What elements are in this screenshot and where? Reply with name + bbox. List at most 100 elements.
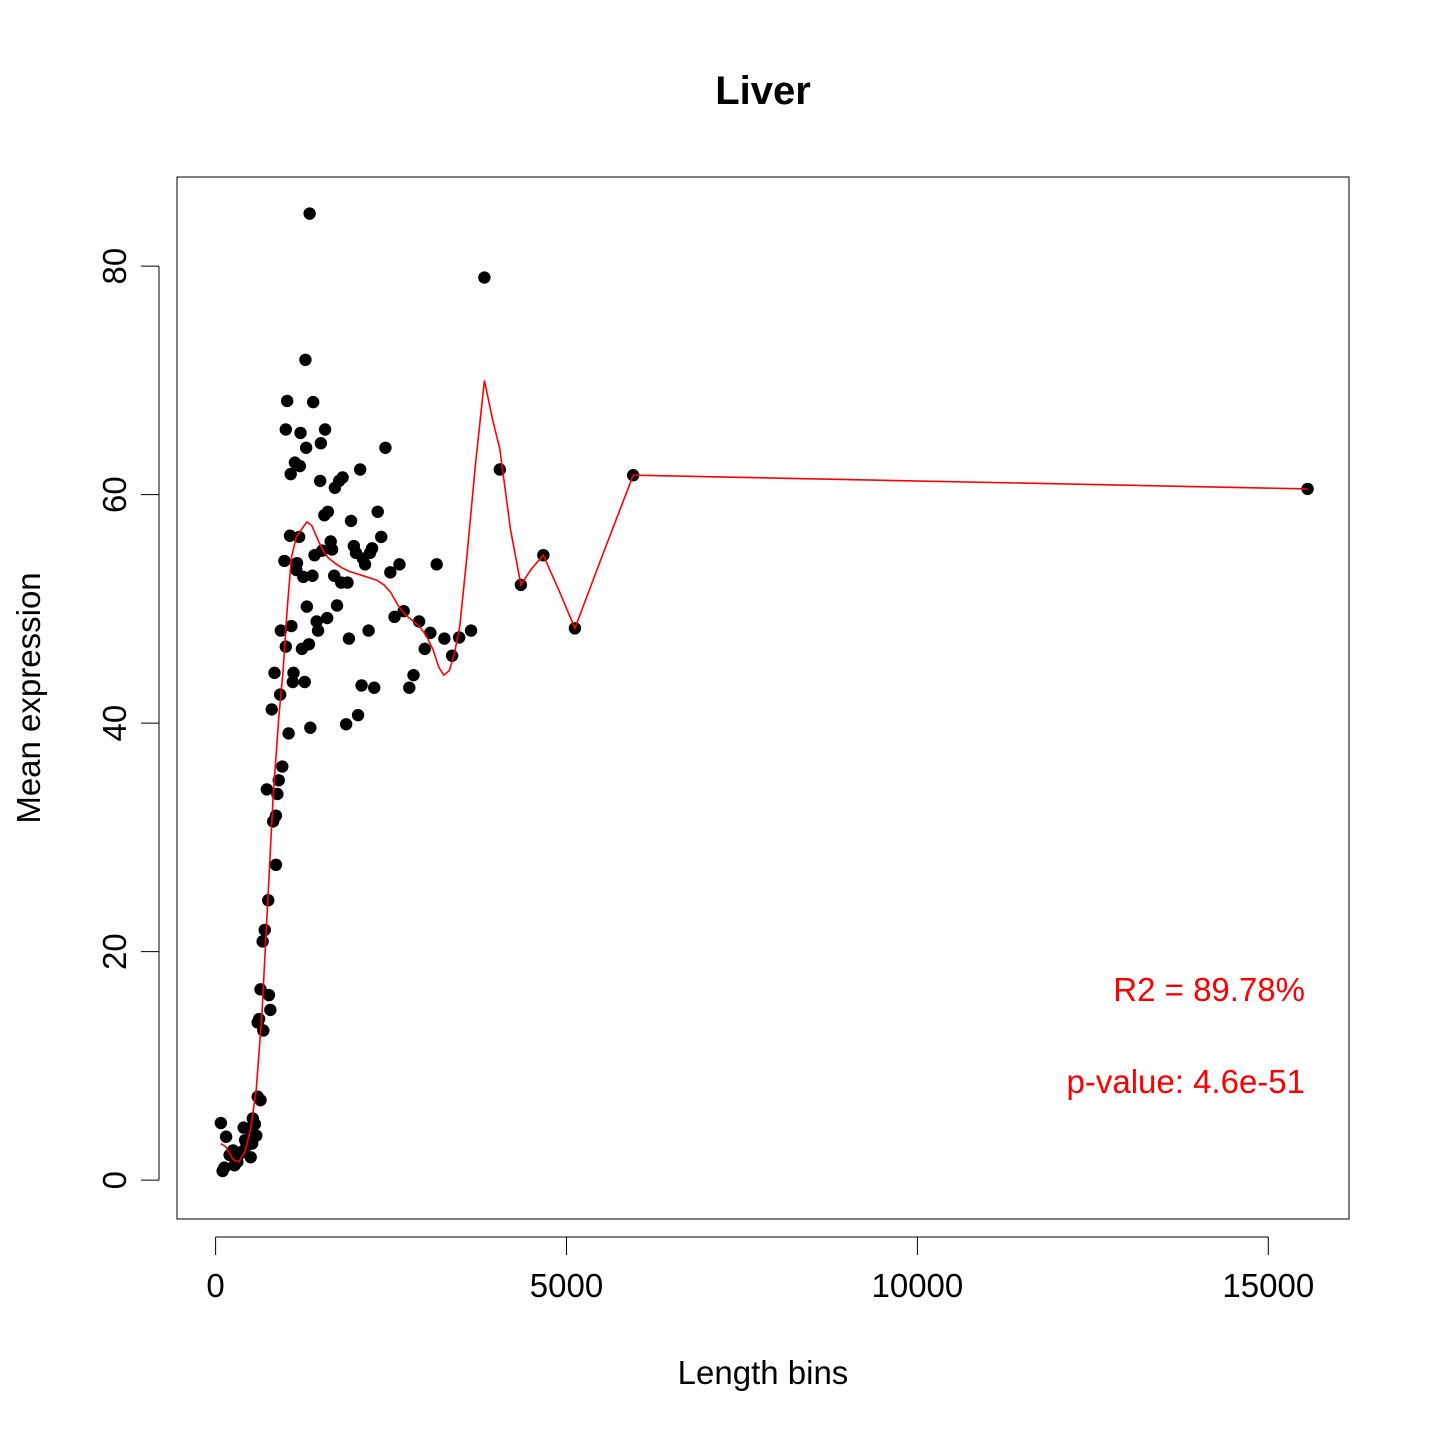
- data-point: [298, 675, 311, 689]
- data-point: [355, 679, 368, 692]
- data-point: [262, 988, 276, 1002]
- x-axis-label: Length bins: [678, 1354, 849, 1391]
- data-point: [368, 681, 381, 694]
- data-point: [313, 474, 327, 488]
- data-point: [353, 463, 367, 476]
- data-point: [452, 631, 466, 644]
- plot-frame: [176, 176, 1350, 1220]
- data-point: [321, 505, 335, 518]
- data-point: [339, 718, 353, 731]
- data-point: [375, 530, 388, 544]
- data-point: [293, 459, 307, 473]
- y-tick-label: 40: [96, 705, 133, 742]
- data-point: [341, 576, 354, 589]
- data-point: [299, 441, 313, 454]
- data-point: [268, 666, 281, 680]
- data-point: [342, 632, 356, 645]
- data-point: [344, 514, 358, 528]
- pvalue-annotation: p-value: 4.6e-51: [1067, 1063, 1306, 1100]
- data-point: [279, 640, 292, 653]
- data-point: [244, 1151, 257, 1164]
- y-axis: 0 20 40 60 80: [96, 248, 160, 1189]
- x-axis: 0 5000 10000 15000: [206, 1236, 1314, 1304]
- data-point: [336, 471, 349, 484]
- data-point: [371, 505, 384, 518]
- data-point: [493, 463, 507, 476]
- data-point: [272, 774, 285, 787]
- data-point: [438, 632, 451, 645]
- data-point: [393, 558, 406, 571]
- data-point: [318, 423, 332, 436]
- data-point: [306, 569, 319, 582]
- data-point: [314, 437, 328, 450]
- data-point: [403, 681, 416, 694]
- data-point: [264, 1003, 277, 1017]
- data-point: [362, 624, 375, 637]
- data-point: [284, 467, 297, 481]
- data-point: [282, 727, 295, 740]
- data-point: [320, 611, 334, 625]
- data-point: [278, 554, 291, 568]
- r2-annotation: R2 = 89.78%: [1113, 971, 1305, 1008]
- data-point: [276, 760, 289, 773]
- data-point: [325, 543, 339, 556]
- data-point: [388, 610, 401, 624]
- data-point: [218, 1161, 231, 1174]
- data-point: [260, 783, 274, 796]
- data-point: [384, 566, 397, 579]
- data-point: [279, 423, 292, 436]
- data-point: [297, 570, 310, 584]
- data-point: [265, 703, 278, 716]
- data-point: [290, 556, 304, 570]
- data-point: [280, 394, 294, 408]
- data-point: [464, 624, 478, 637]
- data-point: [250, 1129, 263, 1142]
- data-point: [310, 615, 323, 628]
- fit-line: [220, 380, 1308, 1163]
- data-point: [287, 666, 300, 680]
- data-point: [257, 1024, 270, 1037]
- data-point: [286, 675, 299, 689]
- y-tick-label: 20: [96, 933, 133, 970]
- data-point: [274, 624, 288, 637]
- data-point: [365, 542, 379, 555]
- data-points: [214, 207, 1314, 1178]
- data-point: [252, 1012, 266, 1026]
- data-point: [269, 858, 283, 872]
- data-point: [285, 619, 298, 633]
- data-point: [424, 626, 437, 640]
- data-point: [294, 426, 307, 440]
- data-point: [379, 441, 392, 454]
- data-point: [303, 207, 316, 220]
- data-point: [299, 353, 312, 367]
- data-point: [351, 708, 365, 722]
- data-point: [256, 935, 269, 948]
- data-point: [283, 529, 297, 542]
- x-tick-label: 10000: [872, 1267, 964, 1304]
- chart-title: Liver: [715, 69, 811, 113]
- data-point: [358, 558, 372, 571]
- x-tick-label: 0: [206, 1267, 224, 1304]
- data-point: [304, 721, 317, 734]
- x-tick-label: 15000: [1222, 1267, 1314, 1304]
- data-point: [306, 395, 320, 409]
- y-tick-label: 0: [96, 1171, 133, 1189]
- data-point: [300, 600, 314, 613]
- data-point: [219, 1130, 233, 1143]
- data-point: [478, 271, 491, 284]
- y-axis-label: Mean expression: [10, 572, 47, 823]
- x-tick-label: 5000: [530, 1267, 603, 1304]
- data-point: [330, 599, 344, 612]
- y-tick-label: 80: [96, 248, 133, 285]
- data-point: [418, 642, 431, 656]
- data-point: [412, 615, 426, 628]
- data-point: [430, 558, 443, 571]
- y-tick-label: 60: [96, 476, 133, 513]
- data-point: [302, 638, 316, 651]
- data-point: [407, 668, 420, 682]
- data-point: [258, 923, 271, 937]
- data-point: [254, 1093, 267, 1107]
- data-point: [311, 624, 325, 637]
- data-point: [214, 1116, 228, 1130]
